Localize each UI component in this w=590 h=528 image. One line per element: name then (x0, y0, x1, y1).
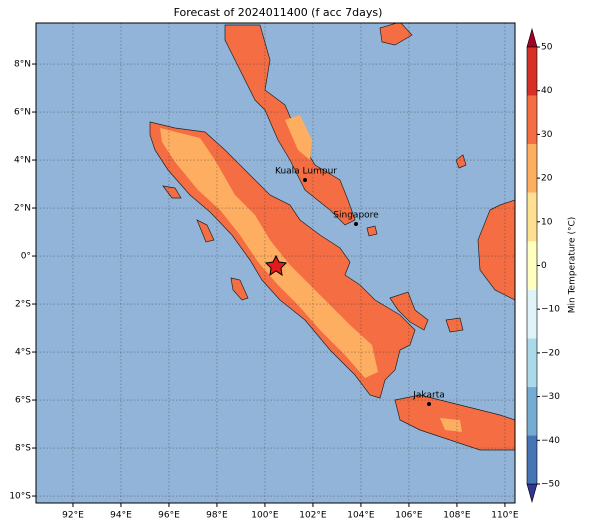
colorbar-segment (527, 241, 537, 290)
colorbar-segment (527, 289, 537, 339)
colorbar-segment (527, 192, 537, 242)
colorbar-segment (527, 47, 537, 96)
lat-tick-label: 8°S (15, 444, 31, 454)
lat-tick-label: 2°S (15, 300, 31, 310)
map-frame (35, 22, 516, 504)
island (455, 154, 467, 169)
lon-tick-label: 92°E (62, 511, 84, 521)
lon-tick-label: 110°E (491, 511, 519, 521)
lon-tick-label: 100°E (251, 511, 279, 521)
map-area: Kuala Lumpur Singapore Jakarta (36, 23, 515, 503)
colorbar-tick-label: 10 (541, 217, 553, 227)
colorbar-segment (527, 95, 537, 145)
colorbar-label: Min Temperature (°C) (568, 217, 578, 314)
colorbar-tick-label: −50 (541, 480, 560, 490)
colorbar-tick-label: −30 (541, 392, 560, 402)
star-marker (264, 254, 288, 277)
island (366, 225, 378, 237)
island (196, 219, 215, 243)
island (379, 23, 413, 46)
colorbar-segment (527, 386, 537, 436)
colorbar-tick-label: 0 (541, 261, 547, 271)
colorbar-tick-label: 30 (541, 130, 553, 140)
island (445, 317, 464, 333)
lat-tick-label: 4°N (14, 156, 31, 166)
city-dot (427, 402, 431, 406)
colorbar-tick-label: −40 (541, 436, 560, 446)
lat-tick-label: 0° (21, 252, 31, 262)
colorbar-extend (526, 27, 538, 48)
colorbar-segment (527, 338, 537, 387)
lat-tick-label: 4°S (15, 348, 31, 358)
city-label: Jakarta (412, 391, 444, 401)
sumatra-band (160, 128, 378, 378)
colorbar-tick-label: 50 (541, 43, 553, 53)
colorbar-extend (526, 483, 538, 504)
lon-tick-label: 94°E (110, 511, 132, 521)
lon-tick-label: 104°E (347, 511, 375, 521)
lon-tick-label: 96°E (158, 511, 180, 521)
colorbar-tick-label: 40 (541, 86, 553, 96)
colorbar-segment (527, 435, 537, 484)
lon-tick-label: 98°E (206, 511, 228, 521)
colorbar-tick-label: −20 (541, 348, 560, 358)
lat-tick-label: 10°S (9, 492, 31, 502)
lon-tick-label: 106°E (395, 511, 423, 521)
lat-tick-label: 8°N (14, 60, 31, 70)
city-label: Kuala Lumpur (275, 167, 337, 177)
lon-tick-label: 102°E (299, 511, 327, 521)
graticule (36, 23, 515, 503)
title: Forecast of 2024011400 (f acc 7days) (174, 6, 383, 19)
lat-tick-label: 6°S (15, 396, 31, 406)
city-dot (354, 222, 358, 226)
city-dot (303, 178, 307, 182)
java-band (440, 418, 462, 432)
colorbar: −50 −40 −30 −20 −10 0 10 20 30 40 50 (526, 27, 560, 504)
island (230, 277, 249, 301)
lat-tick-label: 2°N (14, 204, 31, 214)
colorbar-tick-label: −10 (541, 305, 560, 315)
lon-tick-label: 108°E (443, 511, 471, 521)
city-label: Singapore (333, 211, 379, 221)
malay-band (285, 115, 312, 160)
colorbar-segment (527, 144, 537, 193)
island (162, 185, 182, 199)
lat-tick-label: 6°N (14, 108, 31, 118)
colorbar-tick-label: 20 (541, 174, 553, 184)
borneo (477, 199, 515, 301)
